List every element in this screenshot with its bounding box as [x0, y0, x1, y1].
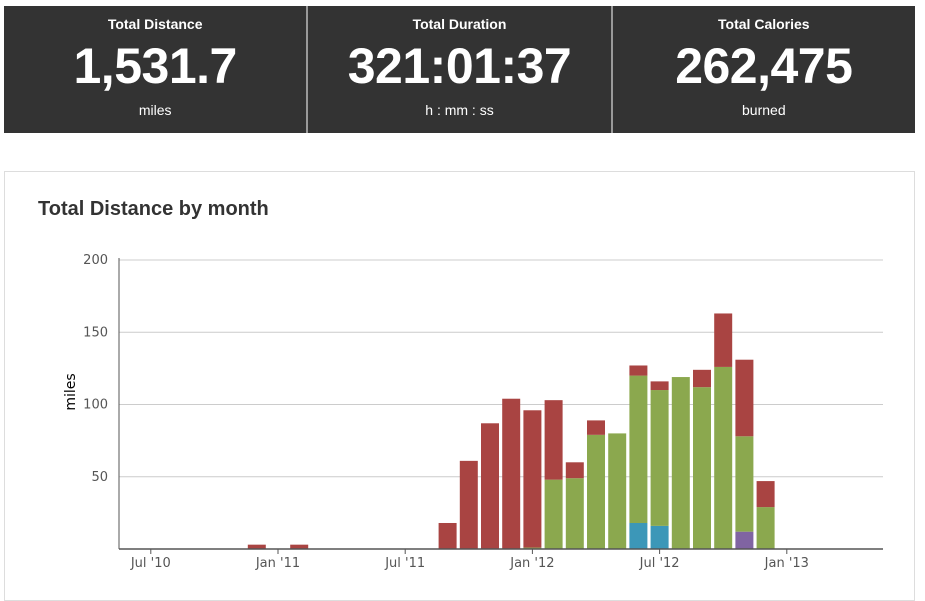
bar-segment [290, 544, 309, 549]
bar-segment [587, 420, 605, 435]
bar-segment [438, 522, 457, 549]
bar-segment [459, 460, 478, 549]
stat-total-distance: Total Distance 1,531.7 miles [4, 6, 306, 133]
bar-segment [693, 369, 711, 388]
bar-segment [671, 377, 690, 549]
y-tick-label: 200 [83, 253, 108, 268]
bar-segment [756, 481, 775, 508]
bar-segment [735, 531, 754, 549]
bars [247, 313, 775, 549]
bar-segment [650, 381, 669, 391]
bar-segment [650, 390, 669, 526]
x-tick-label: Jul '10 [130, 556, 171, 571]
stats-bar: Total Distance 1,531.7 miles Total Durat… [4, 6, 915, 133]
bar-segment [629, 522, 648, 549]
x-tick-label: Jul '12 [639, 556, 680, 571]
grid-lines [119, 259, 883, 478]
x-tick-label: Jan '12 [509, 556, 554, 571]
chart-card: Total Distance by month 50 100 150 200 Jul '… [4, 171, 915, 601]
bar-segment [629, 375, 648, 523]
bar-segment [587, 434, 605, 549]
bar-segment [735, 436, 754, 532]
bar-segment [756, 507, 775, 549]
stat-label: Total Distance [107, 16, 203, 32]
axes: 50 100 150 200 Jul '10 Jan '11 Jul '11 Jan '12 J… [83, 253, 883, 571]
stat-value: 1,531.7 [73, 38, 238, 94]
bar-segment [502, 398, 521, 549]
y-axis-label: miles [63, 373, 79, 410]
y-tick-label: 150 [83, 325, 108, 340]
bar-segment [523, 410, 542, 548]
stat-total-calories: Total Calories 262,475 burned [610, 6, 915, 133]
bar-segment [608, 433, 627, 549]
y-tick-label: 50 [91, 470, 108, 485]
bar-segment [481, 423, 499, 549]
chart-title: Total Distance by month [38, 198, 269, 220]
stat-total-duration: Total Duration 321:01:37 h : mm : ss [306, 6, 610, 133]
bar-segment [650, 525, 669, 549]
stat-unit: burned [742, 102, 786, 118]
stat-unit: h : mm : ss [425, 102, 494, 118]
bar-segment [565, 478, 584, 549]
bar-segment [714, 313, 733, 367]
bar-segment [693, 387, 711, 549]
bar-segment [544, 400, 563, 480]
x-tick-label: Jan '11 [255, 556, 300, 571]
bar-segment [247, 544, 266, 549]
stat-value: 262,475 [675, 38, 853, 94]
x-tick-label: Jan '13 [764, 556, 809, 571]
bar-segment [565, 462, 584, 479]
x-tick-label: Jul '11 [384, 556, 425, 571]
y-tick-label: 100 [83, 398, 108, 413]
bar-segment [544, 479, 563, 549]
bar-segment [735, 359, 754, 437]
distance-chart: 50 100 150 200 Jul '10 Jan '11 Jul '11 Jan '12 J… [63, 253, 883, 571]
bar-segment [629, 365, 648, 376]
stat-value: 321:01:37 [347, 38, 572, 94]
stat-label: Total Duration [412, 16, 507, 32]
stat-label: Total Calories [718, 16, 810, 32]
bar-segment [714, 366, 733, 549]
stat-unit: miles [138, 102, 172, 118]
